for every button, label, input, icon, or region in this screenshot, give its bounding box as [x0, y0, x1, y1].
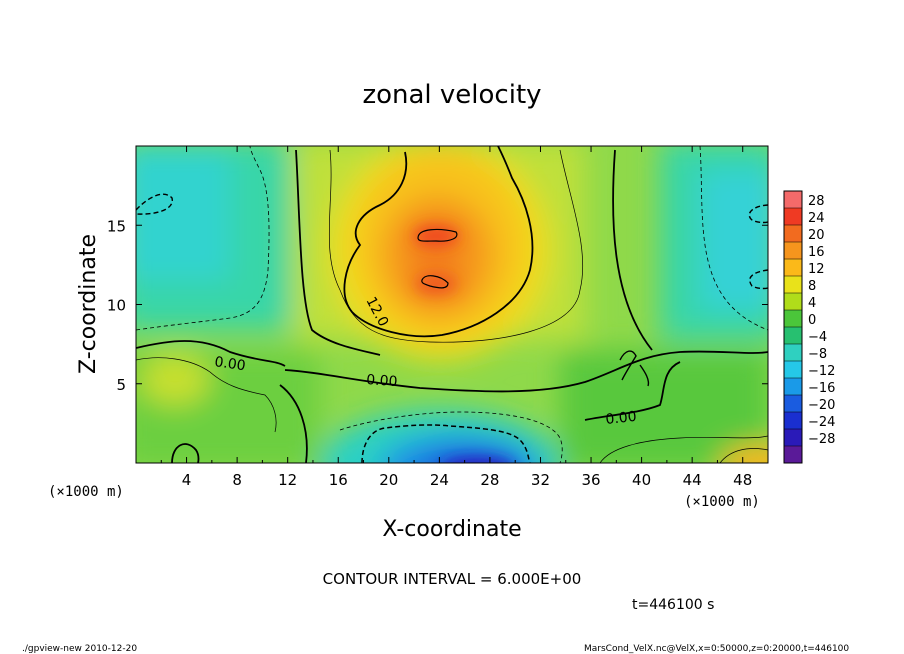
x-unit-right: (×1000 m): [684, 494, 760, 510]
y-axis-title: Z-coordinate: [76, 234, 101, 374]
zero-contour-g: [279, 384, 308, 463]
contour-label: 0.00: [213, 354, 246, 374]
colorbar-swatch: [784, 276, 802, 294]
x-tick-label: 48: [733, 471, 752, 489]
x-tick-label: 36: [581, 471, 600, 489]
contour-label: 0.00: [605, 409, 638, 428]
x-tick-label: 44: [683, 471, 702, 489]
x-tick-label: 40: [632, 471, 651, 489]
contour-label: 0.00: [366, 372, 398, 390]
colorbar-swatch: [784, 293, 802, 311]
colorbar-label: 16: [808, 245, 825, 260]
eighteen-contour-b: [421, 275, 449, 289]
y-tick-label: 10: [107, 297, 126, 315]
plot-area: [136, 146, 768, 463]
chart-title: zonal velocity: [362, 80, 541, 110]
colorbar-swatch: [784, 361, 802, 379]
x-tick-label: 12: [278, 471, 297, 489]
colorbar-label: 12: [808, 262, 825, 277]
y-axis: 5 10 15: [107, 217, 768, 394]
colorbar-swatch: [784, 412, 802, 430]
x-tick-label: 24: [430, 471, 449, 489]
x-tick-label: 8: [232, 471, 242, 489]
colorbar-swatch: [784, 259, 802, 277]
time-label: t=446100 s: [632, 597, 714, 613]
colorbar-swatch: [784, 208, 802, 226]
zero-contour-a: [295, 149, 381, 356]
eighteen-contour-a: [417, 228, 458, 242]
y-tick-label: 15: [107, 217, 126, 235]
footer-right: MarsCond_VelX.nc@VelX,x=0:50000,z=0:2000…: [584, 644, 849, 654]
colorbar-swatch: [784, 327, 802, 345]
x-axis: 4 8 12 16 20 24 28 32 36 40 44 48: [160, 146, 752, 489]
colorbar-swatch: [784, 446, 802, 464]
colorbar-swatch: [784, 310, 802, 328]
colorbar-label: −4: [808, 330, 827, 345]
x-unit-left: (×1000 m): [48, 484, 124, 500]
contour-lines: [136, 146, 768, 463]
colorbar: 28 24 20 16 12 8 4 0 −4 −8 −12 −16 −20 −24 −28: [783, 190, 835, 464]
colorbar-label: 24: [808, 211, 825, 226]
colorbar-swatch: [784, 242, 802, 260]
colorbar-label: 8: [808, 279, 816, 294]
colorbar-swatch: [784, 429, 802, 447]
x-tick-label: 32: [531, 471, 550, 489]
colorbar-label: −16: [808, 381, 835, 396]
colorbar-label: 4: [808, 296, 816, 311]
colorbar-label: −28: [808, 432, 835, 447]
colorbar-label: −8: [808, 347, 827, 362]
x-tick-label: 16: [329, 471, 348, 489]
colorbar-swatch: [784, 225, 802, 243]
twelve-contour: [343, 146, 534, 338]
zero-contour-e: [584, 361, 681, 421]
colorbar-label: 0: [808, 313, 816, 328]
zero-contour-f: [171, 443, 200, 463]
x-tick-label: 4: [182, 471, 192, 489]
x-axis-title: X-coordinate: [382, 517, 521, 542]
colorbar-swatch: [784, 344, 802, 362]
colorbar-swatch: [784, 378, 802, 396]
contour-interval-text: CONTOUR INTERVAL = 6.000E+00: [323, 570, 582, 588]
footer-left: ./gpview-new 2010-12-20: [22, 644, 137, 654]
colorbar-swatch: [784, 191, 802, 209]
x-tick-label: 20: [379, 471, 398, 489]
y-tick-label: 5: [116, 376, 126, 394]
colorbar-label: −12: [808, 364, 835, 379]
x-tick-label: 28: [480, 471, 499, 489]
colorbar-label: 28: [808, 194, 825, 209]
zero-contour-b: [136, 340, 286, 367]
colorbar-swatch: [784, 395, 802, 413]
colorbar-label: −20: [808, 398, 835, 413]
colorbar-label: −24: [808, 415, 835, 430]
colorbar-label: 20: [808, 228, 825, 243]
zero-contour-d: [612, 149, 653, 351]
zero-contour-c: [284, 350, 768, 393]
